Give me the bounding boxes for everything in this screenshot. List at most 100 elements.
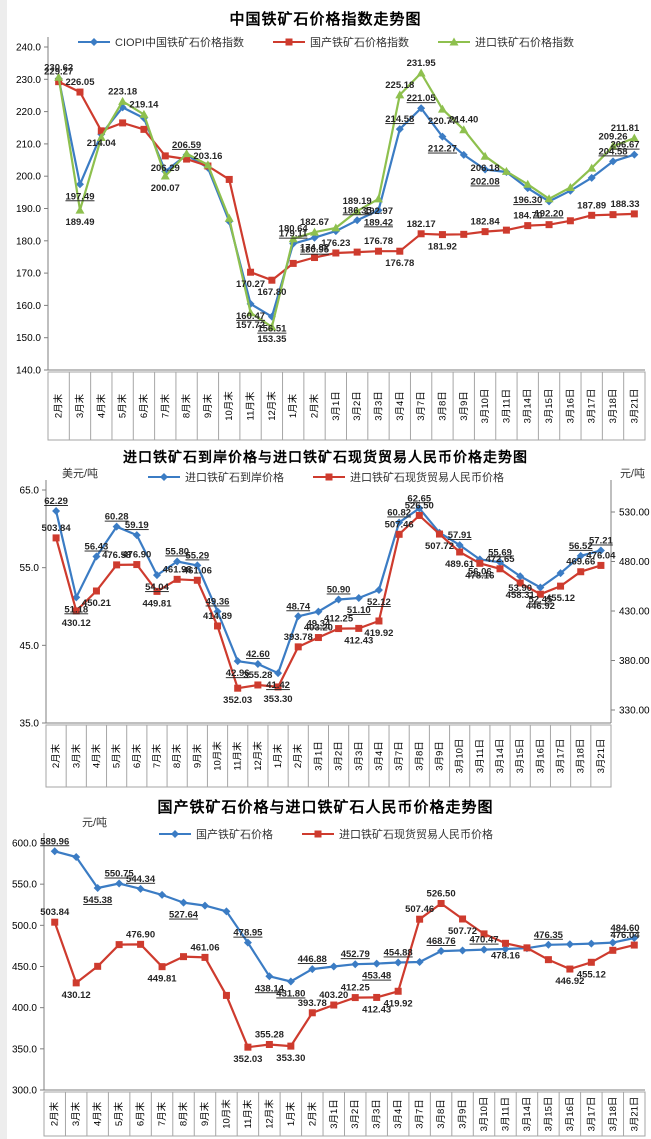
category-label: 3月末: [70, 743, 82, 768]
data-point: [395, 125, 404, 134]
data-point-label: 196.30: [513, 195, 542, 206]
data-point: [516, 572, 525, 581]
data-point: [437, 900, 445, 908]
data-point: [115, 941, 123, 949]
data-point: [244, 1043, 252, 1051]
data-point: [137, 940, 145, 948]
data-point: [286, 977, 295, 986]
category-label: 3月9日: [434, 741, 445, 771]
category-label: 3月15日: [515, 739, 526, 774]
data-point-label: 476.35: [534, 930, 564, 941]
category-label: 8月末: [178, 1101, 190, 1126]
data-point: [458, 946, 467, 955]
legend-label: 进口铁矿石价格指数: [474, 37, 574, 49]
data-point: [629, 133, 639, 142]
data-point: [565, 940, 574, 949]
data-point: [536, 583, 545, 592]
data-point-label: 414.89: [203, 611, 232, 622]
legend-item: 国产铁矿石价格: [158, 826, 273, 842]
y-axis-tick-label: 45.0: [20, 641, 40, 652]
legend-item: CIOPI中国铁矿石价格指数: [77, 34, 244, 50]
category-label: 3月18日: [576, 739, 587, 774]
data-point: [456, 548, 464, 556]
data-point-label: 157.72: [236, 320, 265, 331]
chart-title: 中国铁矿石价格指数走势图: [229, 11, 422, 28]
data-point-label: 225.18: [385, 80, 414, 91]
data-point-label: 455.12: [577, 969, 606, 980]
data-point-label: 446.92: [555, 976, 584, 987]
data-point-label: 446.92: [526, 601, 555, 612]
data-point: [557, 582, 565, 590]
category-label: 1月末: [285, 1101, 297, 1126]
category-label: 3月2日: [350, 1099, 361, 1129]
data-point: [459, 150, 468, 159]
data-point: [51, 918, 59, 926]
data-point: [630, 934, 639, 943]
category-label: 2月末: [306, 1101, 318, 1126]
data-point: [355, 624, 363, 632]
data-point-label: 489.61: [445, 559, 475, 570]
y-axis-tick-label: 140.0: [16, 366, 41, 377]
data-point-label: 192.97: [364, 206, 393, 217]
data-point: [588, 211, 596, 219]
data-point: [233, 657, 242, 666]
data-point: [265, 972, 274, 981]
data-point-label: 478.16: [465, 570, 494, 581]
category-label: 9月末: [199, 1101, 211, 1126]
category-label: 3月10日: [480, 389, 491, 424]
data-point-label: 206.18: [471, 163, 500, 174]
data-point: [193, 561, 202, 570]
data-point-label: 187.89: [577, 200, 606, 211]
category-label: 3月14日: [522, 1097, 533, 1132]
category-label: 3月21日: [596, 739, 607, 774]
data-point: [536, 590, 544, 598]
category-label: 3月4日: [395, 391, 406, 421]
left-margin-strip: [0, 0, 7, 1139]
data-point: [225, 175, 233, 183]
data-point-label: 550.75: [105, 869, 135, 880]
data-point-label: 56.43: [85, 542, 109, 553]
data-point: [160, 171, 170, 180]
data-point-label: 186.35: [343, 205, 373, 216]
category-label: 3月21日: [629, 389, 640, 424]
data-point-label: 430.12: [62, 990, 91, 1001]
category-label: 3月10日: [455, 739, 466, 774]
data-point: [287, 1042, 295, 1050]
series-line: [55, 514, 602, 690]
data-point: [222, 991, 230, 999]
data-point-label: 507.72: [425, 541, 454, 552]
data-point-label: 461.98: [163, 564, 192, 575]
data-point-label: 438.14: [255, 983, 285, 994]
data-point-label: 41.42: [266, 680, 290, 691]
data-point: [608, 141, 618, 150]
data-point: [335, 625, 343, 633]
data-point: [224, 213, 234, 222]
data-point-label: 49.34: [307, 619, 331, 630]
category-label: 12月末: [266, 391, 278, 421]
data-point-label: 189.42: [364, 217, 393, 228]
data-point: [630, 210, 638, 218]
data-point: [459, 915, 467, 923]
data-point-label: 189.19: [343, 196, 372, 207]
data-point-label: 431.80: [276, 988, 305, 999]
category-label: 3月8日: [414, 741, 425, 771]
data-point-label: 545.38: [83, 895, 112, 906]
data-point: [523, 944, 531, 952]
legend-label: CIOPI中国铁矿石价格指数: [115, 37, 244, 49]
category-label: 3月15日: [544, 389, 555, 424]
data-point-label: 42.60: [246, 649, 270, 660]
category-label: 4月末: [95, 393, 107, 418]
data-point-label: 221.05: [407, 93, 437, 104]
data-point: [72, 607, 80, 615]
data-point: [329, 962, 338, 971]
data-point: [480, 930, 488, 938]
data-point-label: 353.30: [276, 1053, 305, 1064]
category-label: 11月末: [245, 391, 257, 420]
data-point-label: 476.90: [122, 550, 151, 561]
data-point-label: 184.70: [513, 211, 542, 222]
data-point-label: 197.49: [65, 191, 94, 202]
category-label: 3月17日: [587, 389, 598, 424]
data-point-label: 589.96: [40, 836, 69, 847]
data-point-label: 353.30: [264, 694, 293, 705]
data-point-label: 49.36: [206, 596, 230, 607]
